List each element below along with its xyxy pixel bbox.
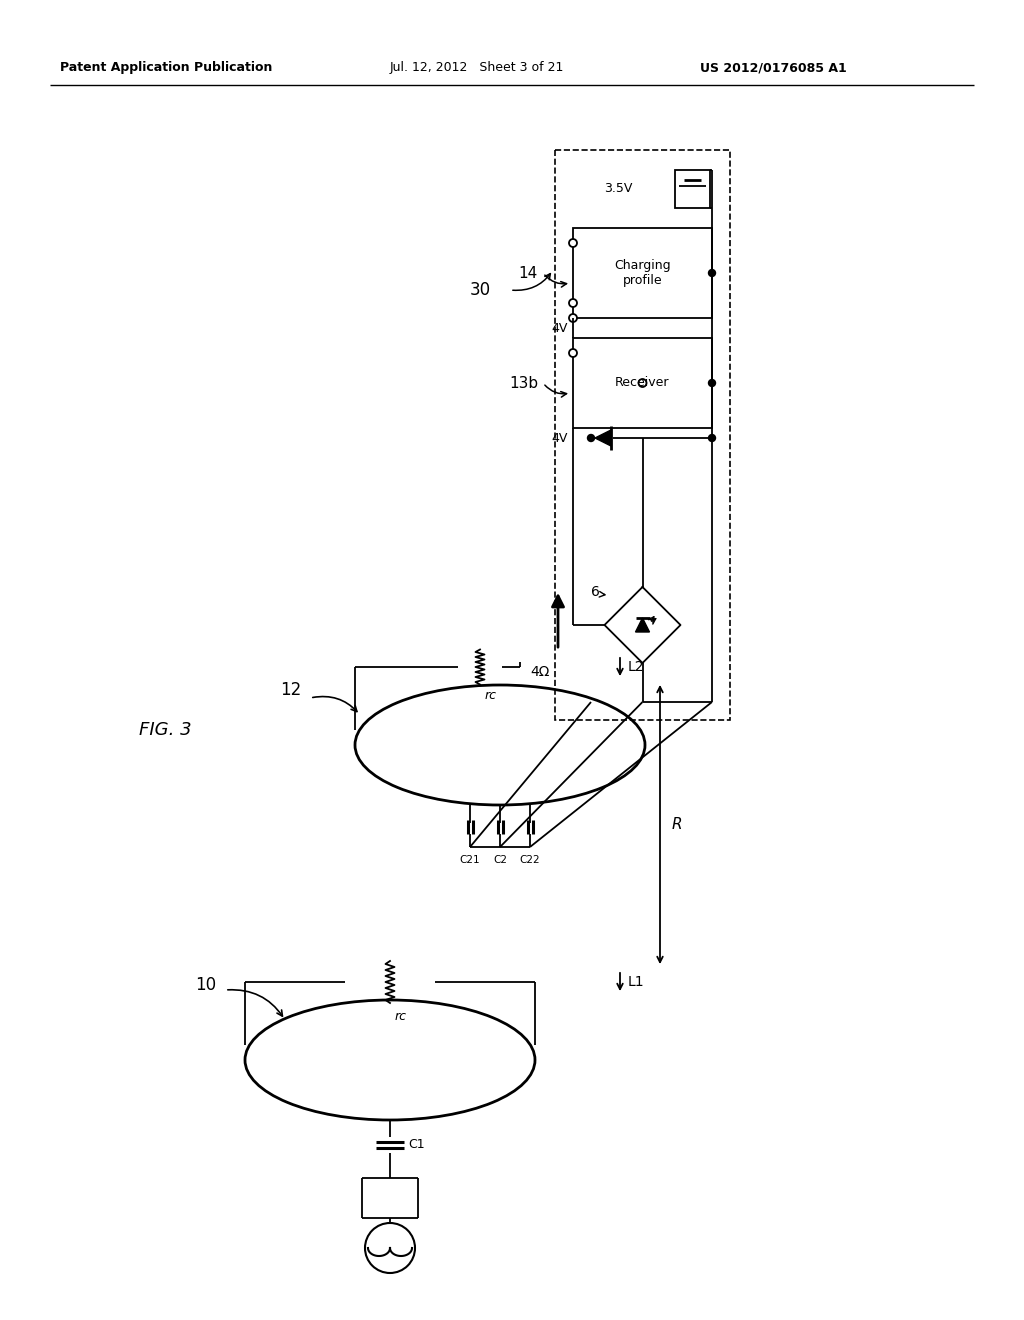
Text: rc: rc	[395, 1010, 407, 1023]
Circle shape	[365, 1224, 415, 1272]
Bar	[573, 228, 712, 318]
Bar	[675, 170, 710, 209]
Text: Patent Application Publication: Patent Application Publication	[60, 62, 272, 74]
Text: C1: C1	[408, 1138, 425, 1151]
Circle shape	[569, 314, 577, 322]
Text: L1: L1	[628, 975, 645, 989]
Text: 14: 14	[519, 265, 538, 281]
Bar	[555, 150, 730, 719]
Circle shape	[709, 380, 716, 387]
Circle shape	[569, 239, 577, 247]
Circle shape	[569, 300, 577, 308]
Text: 12: 12	[280, 681, 301, 700]
Polygon shape	[595, 430, 611, 446]
Circle shape	[588, 434, 595, 441]
Bar	[573, 338, 712, 428]
Ellipse shape	[245, 1001, 535, 1119]
Text: Jul. 12, 2012   Sheet 3 of 21: Jul. 12, 2012 Sheet 3 of 21	[390, 62, 564, 74]
Circle shape	[709, 269, 716, 276]
Text: 4Ω: 4Ω	[530, 665, 550, 678]
Circle shape	[709, 434, 716, 441]
Text: C2: C2	[493, 855, 507, 865]
Text: C21: C21	[460, 855, 480, 865]
Text: Receiver: Receiver	[615, 376, 670, 389]
Text: 30: 30	[470, 281, 492, 300]
Text: US 2012/0176085 A1: US 2012/0176085 A1	[700, 62, 847, 74]
Text: FIG. 3: FIG. 3	[138, 721, 191, 739]
Text: L2: L2	[628, 660, 644, 675]
Text: 13b: 13b	[509, 375, 538, 391]
Circle shape	[569, 348, 577, 356]
Text: 4V: 4V	[552, 432, 568, 445]
Text: 10: 10	[195, 975, 216, 994]
Ellipse shape	[355, 685, 645, 805]
Polygon shape	[636, 618, 649, 632]
Text: C22: C22	[520, 855, 541, 865]
Text: 4V: 4V	[552, 322, 568, 334]
Text: R: R	[672, 817, 683, 832]
Circle shape	[639, 379, 646, 387]
Text: 3.5V: 3.5V	[604, 182, 633, 195]
Text: Charging
profile: Charging profile	[614, 259, 671, 286]
Text: rc: rc	[485, 689, 497, 702]
Text: 6: 6	[591, 585, 599, 599]
